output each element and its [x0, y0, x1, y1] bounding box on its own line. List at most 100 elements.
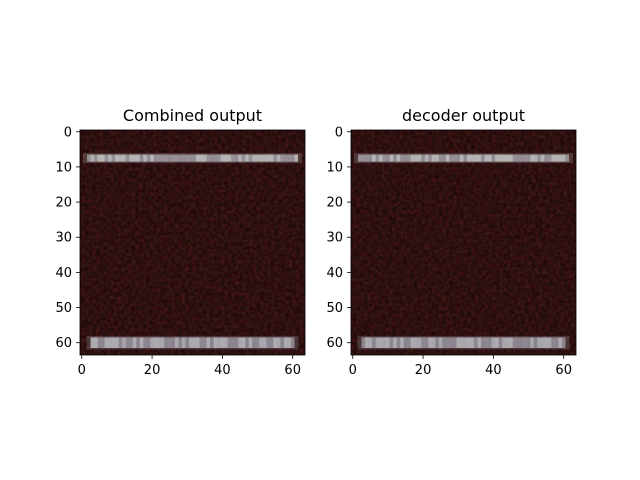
band-pixel	[561, 154, 566, 162]
band-pixel	[238, 154, 242, 162]
band-pixel	[400, 337, 404, 348]
band-pixel	[386, 337, 390, 348]
band-pixel	[484, 337, 489, 348]
band-pixel	[470, 154, 475, 162]
band-pixel	[213, 154, 218, 162]
band-pixel	[167, 154, 172, 162]
band-pixel	[530, 337, 534, 348]
band-pixel	[143, 154, 147, 162]
band-pixel	[544, 154, 548, 162]
band-pixel	[358, 154, 362, 162]
band-pixel	[283, 337, 288, 348]
band-pixel	[101, 337, 105, 348]
band-pixel	[157, 154, 161, 162]
band-pixel	[294, 154, 298, 162]
band-pixel	[125, 154, 130, 162]
band-pixel	[512, 337, 517, 348]
band-pixel	[477, 154, 482, 162]
band-pixel	[280, 337, 284, 348]
band-pixel	[417, 337, 422, 348]
band-pixel	[463, 337, 468, 348]
band-pixel	[449, 337, 453, 348]
band-pixel	[474, 154, 478, 162]
band-pixel	[224, 337, 228, 348]
band-pixel	[519, 154, 524, 162]
band-pixel	[157, 337, 161, 348]
band-pixel	[167, 337, 172, 348]
band-pixel	[255, 337, 260, 348]
band-pixel	[245, 337, 249, 348]
band-pixel	[241, 154, 246, 162]
band-pixel	[428, 154, 432, 162]
band-pixel	[196, 337, 200, 348]
band-pixel	[213, 337, 218, 348]
band-pixel	[287, 337, 291, 348]
band-pixel	[199, 337, 204, 348]
band-pixel	[491, 154, 496, 162]
band-pixel	[551, 154, 555, 162]
band-pixel	[220, 337, 225, 348]
band-pixel	[153, 154, 158, 162]
band-pixel	[554, 337, 559, 348]
band-pixel	[248, 154, 253, 162]
band-pixel	[533, 337, 538, 348]
band-pixel	[287, 154, 291, 162]
band-pixel	[129, 337, 133, 348]
band-pixel	[372, 154, 376, 162]
band-pixel	[227, 337, 232, 348]
band-pixel	[192, 154, 197, 162]
band-pixel	[467, 154, 471, 162]
band-pixel	[150, 154, 154, 162]
band-pixel	[530, 154, 534, 162]
band-pixel	[561, 337, 566, 348]
band-pixel	[547, 337, 552, 348]
x-tick-label: 60	[555, 363, 572, 378]
band-pixel	[481, 337, 485, 348]
band-pixel	[368, 337, 373, 348]
band-pixel	[185, 337, 189, 348]
x-axis: 0 20 40 60	[78, 355, 301, 378]
band-pixel	[407, 154, 411, 162]
y-tick-label: 30	[55, 231, 72, 246]
band-pixel	[290, 154, 295, 162]
band-pixel	[477, 337, 482, 348]
band-pixel	[509, 337, 513, 348]
band-pixel	[231, 154, 235, 162]
band-pixel	[181, 337, 186, 348]
band-pixel	[192, 337, 197, 348]
band-pixel	[431, 154, 436, 162]
band-pixel	[442, 154, 446, 162]
band-pixel	[498, 154, 503, 162]
band-pixel	[125, 337, 130, 348]
band-pixel	[533, 154, 538, 162]
band-pixel	[526, 337, 531, 348]
band-pixel	[90, 154, 95, 162]
band-pixel	[269, 337, 274, 348]
band-pixel	[470, 337, 475, 348]
band-pixel	[115, 154, 119, 162]
band-pixel	[97, 337, 102, 348]
band-pixel	[269, 154, 274, 162]
panel-title: Combined output	[123, 106, 262, 125]
axes-frame	[79, 129, 306, 356]
y-tick-label: 10	[55, 160, 72, 175]
x-axis: 0 20 40 60	[349, 355, 572, 378]
band-pixel	[262, 154, 267, 162]
band-pixel	[199, 154, 204, 162]
band-pixel	[449, 154, 453, 162]
band-pixel	[403, 337, 408, 348]
band-pixel	[206, 154, 211, 162]
band-pixel	[372, 337, 376, 348]
y-axis: 0 10 20 30 40 50 60	[326, 125, 351, 351]
band-pixel	[463, 154, 468, 162]
band-pixel	[101, 154, 105, 162]
band-pixel	[505, 154, 510, 162]
band-pixel	[111, 154, 116, 162]
x-tick-label: 0	[78, 363, 86, 378]
band-pixel	[185, 154, 189, 162]
image-noise	[351, 130, 576, 355]
band-pixel	[379, 337, 383, 348]
band-pixel	[502, 154, 506, 162]
band-pixel	[203, 337, 207, 348]
band-pixel	[417, 154, 422, 162]
